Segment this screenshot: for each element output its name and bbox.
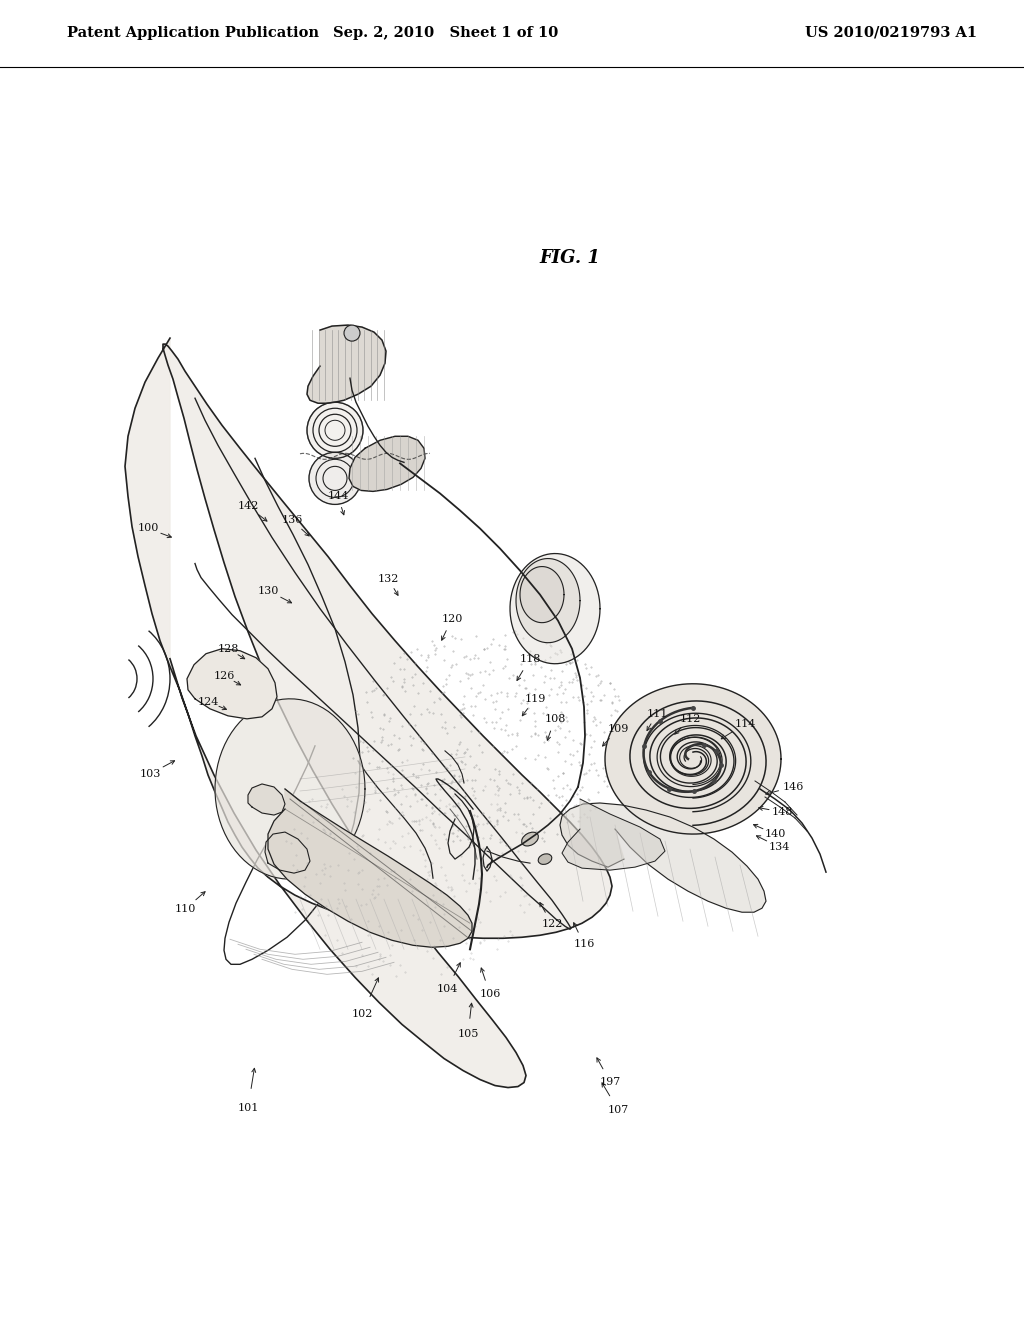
Text: Patent Application Publication: Patent Application Publication xyxy=(67,25,318,40)
Text: 118: 118 xyxy=(519,653,541,664)
Polygon shape xyxy=(562,799,665,870)
Text: 142: 142 xyxy=(238,502,259,511)
Text: 140: 140 xyxy=(764,829,785,840)
Text: 111: 111 xyxy=(646,709,668,719)
Polygon shape xyxy=(605,684,781,834)
Text: 130: 130 xyxy=(257,586,279,595)
Text: 197: 197 xyxy=(599,1077,621,1086)
Text: 109: 109 xyxy=(607,723,629,734)
Text: 104: 104 xyxy=(436,985,458,994)
Text: 114: 114 xyxy=(734,719,756,729)
Text: 144: 144 xyxy=(328,491,349,502)
Ellipse shape xyxy=(539,854,552,865)
Text: 116: 116 xyxy=(573,940,595,949)
Ellipse shape xyxy=(521,832,539,846)
Text: 146: 146 xyxy=(782,781,804,792)
Polygon shape xyxy=(265,832,310,873)
Text: 136: 136 xyxy=(282,516,303,525)
Polygon shape xyxy=(560,803,766,912)
Text: 124: 124 xyxy=(198,697,219,706)
Text: Sep. 2, 2010   Sheet 1 of 10: Sep. 2, 2010 Sheet 1 of 10 xyxy=(333,25,558,40)
Polygon shape xyxy=(307,325,386,403)
Polygon shape xyxy=(215,698,365,879)
Text: 105: 105 xyxy=(458,1030,478,1039)
Circle shape xyxy=(307,403,362,458)
Text: 128: 128 xyxy=(217,644,239,653)
Text: 126: 126 xyxy=(213,671,234,681)
Polygon shape xyxy=(248,784,285,814)
Text: 108: 108 xyxy=(545,714,565,723)
Text: 120: 120 xyxy=(441,614,463,623)
Polygon shape xyxy=(268,789,472,948)
Text: 107: 107 xyxy=(607,1105,629,1114)
Text: 134: 134 xyxy=(768,842,790,853)
Text: 132: 132 xyxy=(377,574,398,583)
Polygon shape xyxy=(520,566,564,623)
Text: 102: 102 xyxy=(351,1010,373,1019)
Circle shape xyxy=(309,453,361,504)
Text: US 2010/0219793 A1: US 2010/0219793 A1 xyxy=(805,25,977,40)
Text: 112: 112 xyxy=(679,714,700,723)
Circle shape xyxy=(344,325,360,341)
Polygon shape xyxy=(187,648,278,719)
Text: 106: 106 xyxy=(479,990,501,999)
Text: 101: 101 xyxy=(238,1102,259,1113)
Text: FIG. 1: FIG. 1 xyxy=(540,249,600,267)
Polygon shape xyxy=(349,437,425,491)
Polygon shape xyxy=(510,553,600,664)
Text: 100: 100 xyxy=(137,524,159,533)
Text: 122: 122 xyxy=(542,919,562,929)
Polygon shape xyxy=(125,338,612,1088)
Text: 119: 119 xyxy=(524,694,546,704)
Polygon shape xyxy=(516,558,580,643)
Text: 148: 148 xyxy=(771,807,793,817)
Text: 110: 110 xyxy=(174,904,196,915)
Text: 103: 103 xyxy=(139,770,161,779)
